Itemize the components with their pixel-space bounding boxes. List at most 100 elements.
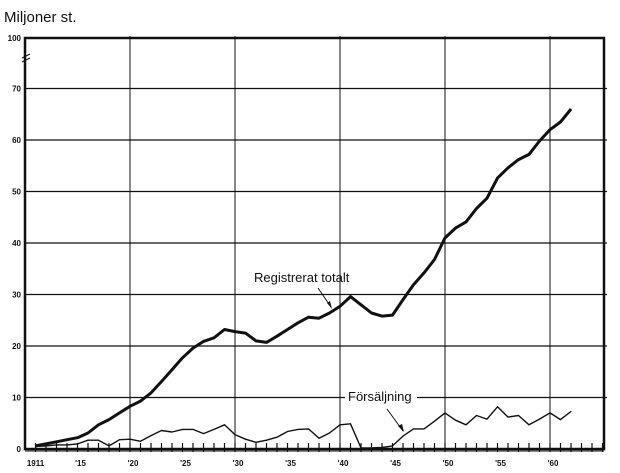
y-tick-label: 40 [12, 239, 21, 248]
data-point [150, 392, 152, 394]
data-point [455, 227, 456, 229]
data-point [297, 428, 299, 430]
data-point [465, 221, 467, 223]
annotation-forsaljning: Försäljning [348, 389, 412, 404]
data-point [98, 424, 99, 426]
data-point [570, 410, 572, 412]
data-point [402, 299, 404, 301]
data-point [140, 400, 141, 402]
series-line-registrerat-totalt [35, 108, 573, 448]
data-point [371, 312, 372, 314]
data-point [434, 420, 435, 422]
data-point [171, 369, 173, 371]
data-point [381, 446, 383, 448]
data-point [108, 445, 110, 447]
data-point [287, 329, 288, 331]
data-point [339, 305, 341, 307]
y-tick-label: 10 [12, 394, 21, 403]
grid [21, 36, 607, 452]
y-tick-label: 50 [12, 188, 21, 197]
data-point [339, 424, 341, 426]
y-ticks: 0 10 20 30 40 50 60 70 100 [8, 34, 22, 454]
data-point [329, 432, 330, 434]
data-point [161, 429, 162, 431]
data-point [539, 140, 540, 142]
x-tick-label: '45 [390, 459, 401, 468]
data-point [360, 447, 362, 449]
data-point [245, 332, 246, 334]
y-axis-label: Miljoner st. [4, 9, 77, 26]
data-point [413, 284, 414, 286]
data-point [570, 108, 572, 110]
data-point [308, 316, 309, 318]
data-point [329, 312, 330, 314]
data-point [98, 439, 99, 441]
data-point [434, 258, 435, 260]
annotation-registrerat-totalt: Registrerat totalt [254, 270, 350, 285]
data-point [224, 424, 225, 426]
data-point [150, 435, 152, 437]
axis-break-mark [21, 53, 31, 63]
data-point [371, 447, 372, 449]
data-point [66, 444, 68, 446]
y-tick-label: 0 [17, 445, 22, 454]
data-point [119, 439, 120, 441]
data-point [507, 167, 509, 169]
data-point [497, 177, 498, 179]
data-point [297, 322, 299, 324]
data-point [245, 438, 246, 440]
data-point [350, 296, 351, 298]
data-point [486, 197, 488, 199]
data-point [560, 419, 561, 421]
data-point [423, 428, 425, 430]
data-point [549, 129, 551, 131]
data-point [77, 443, 78, 445]
data-point [528, 424, 530, 426]
data-point [539, 418, 540, 420]
data-point [560, 121, 561, 123]
data-point [87, 439, 89, 441]
data-point [402, 435, 404, 437]
data-point [129, 405, 131, 407]
data-point [497, 406, 498, 408]
data-point [287, 430, 288, 432]
data-point [444, 237, 446, 239]
data-point [203, 340, 204, 342]
data-point [213, 337, 215, 339]
data-point [192, 347, 194, 349]
data-point [518, 415, 519, 417]
data-point [318, 437, 320, 439]
data-point [171, 431, 173, 433]
y-tick-label: 100 [8, 34, 22, 43]
data-point [56, 441, 57, 443]
data-point [266, 341, 267, 343]
data-point [129, 438, 131, 440]
data-point [518, 159, 519, 161]
data-point [465, 424, 467, 426]
data-point [308, 428, 309, 430]
x-tick-label: '60 [548, 459, 559, 468]
x-tick-label: '40 [338, 459, 349, 468]
annotation-background [345, 387, 417, 405]
data-point [203, 433, 204, 435]
data-point [360, 304, 362, 306]
y-tick-label: 60 [12, 136, 21, 145]
x-tick-label: '20 [128, 459, 139, 468]
series-line-forsaljning [35, 406, 572, 449]
data-point [486, 418, 488, 420]
data-point [444, 412, 446, 414]
data-point [234, 434, 236, 436]
data-point [224, 329, 225, 331]
data-point [476, 207, 477, 209]
data-point [413, 428, 414, 430]
x-tick-label: '50 [443, 459, 454, 468]
data-point [392, 314, 393, 316]
data-point [56, 444, 57, 446]
x-tick-label: '55 [495, 459, 506, 468]
x-tick-label: '25 [180, 459, 191, 468]
data-point [455, 419, 456, 421]
data-point [35, 445, 36, 447]
x-tick-label: '35 [285, 459, 296, 468]
data-point [234, 331, 236, 333]
